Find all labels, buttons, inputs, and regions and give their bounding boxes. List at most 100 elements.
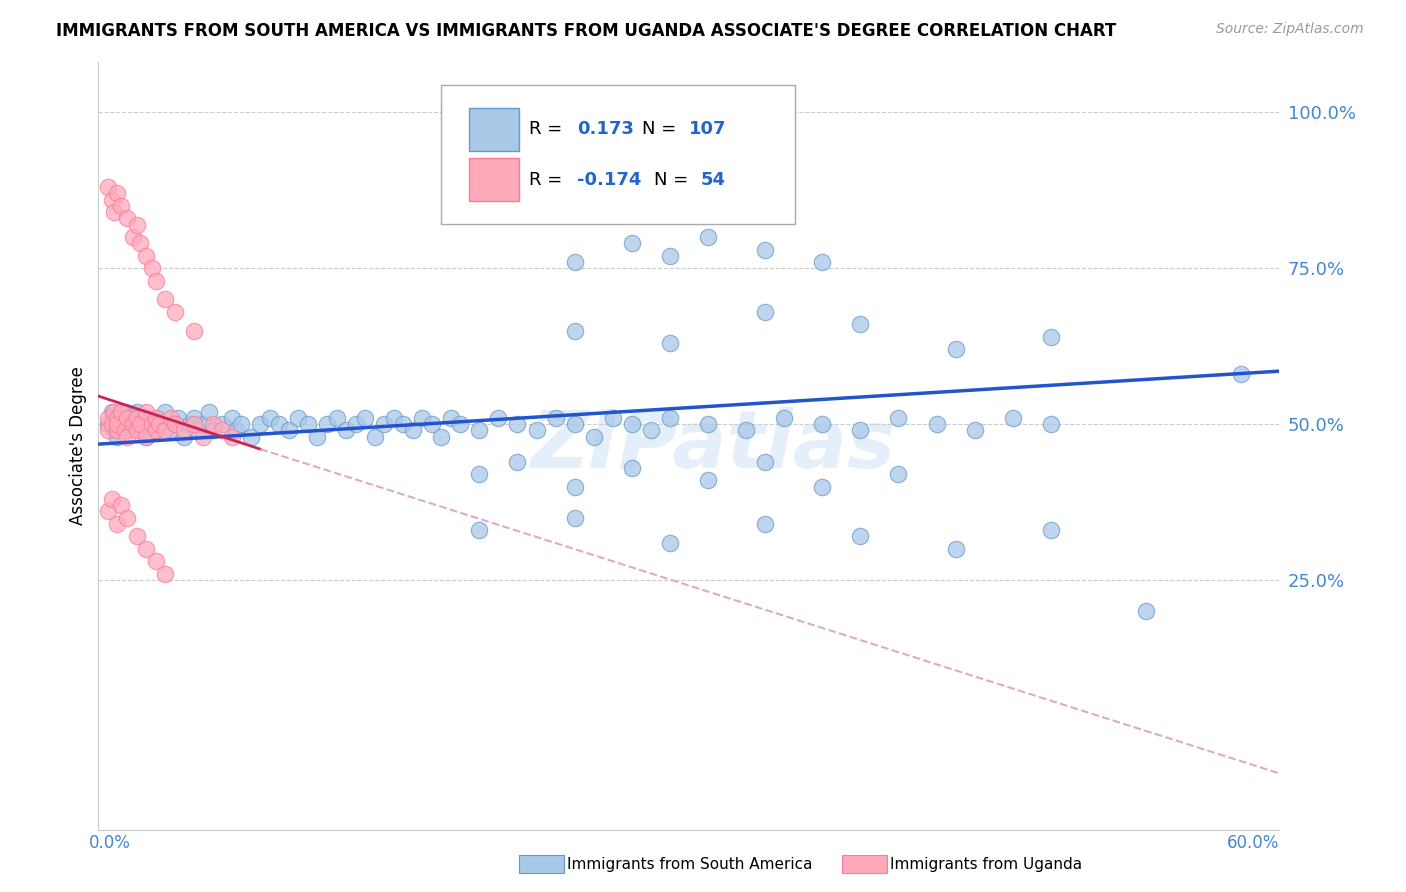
- Point: [1039, 417, 1062, 432]
- Point: [145, 424, 167, 438]
- Point: [145, 424, 167, 438]
- Point: [129, 424, 152, 438]
- Point: [430, 430, 453, 444]
- Point: [887, 411, 910, 425]
- Point: [697, 417, 720, 432]
- Point: [107, 424, 129, 438]
- Point: [811, 255, 834, 269]
- Point: [121, 417, 143, 432]
- Point: [110, 405, 132, 419]
- Point: [125, 529, 148, 543]
- Point: [811, 417, 834, 432]
- Point: [564, 324, 586, 338]
- Point: [402, 424, 425, 438]
- Point: [103, 405, 125, 419]
- Point: [316, 417, 339, 432]
- Point: [97, 180, 120, 194]
- Point: [564, 417, 586, 432]
- Point: [564, 479, 586, 493]
- Point: [183, 324, 205, 338]
- Point: [173, 424, 195, 438]
- FancyBboxPatch shape: [441, 86, 796, 224]
- Point: [620, 460, 643, 475]
- Point: [225, 424, 247, 438]
- Text: 0.0%: 0.0%: [89, 834, 131, 852]
- Point: [153, 566, 176, 581]
- Point: [1001, 411, 1024, 425]
- Point: [173, 430, 195, 444]
- Point: [201, 424, 224, 438]
- Point: [107, 411, 129, 425]
- Point: [103, 205, 125, 219]
- Point: [325, 411, 347, 425]
- Text: 107: 107: [689, 120, 727, 138]
- Point: [145, 411, 167, 425]
- Point: [1039, 330, 1062, 344]
- Point: [115, 430, 138, 444]
- Point: [506, 417, 529, 432]
- Point: [135, 541, 157, 556]
- Point: [811, 479, 834, 493]
- Point: [193, 430, 215, 444]
- Text: 60.0%: 60.0%: [1227, 834, 1279, 852]
- Text: N =: N =: [654, 170, 693, 189]
- Point: [297, 417, 319, 432]
- Point: [115, 211, 138, 226]
- Point: [697, 473, 720, 487]
- Point: [754, 305, 776, 319]
- Point: [344, 417, 367, 432]
- Point: [468, 467, 491, 481]
- Point: [107, 516, 129, 531]
- Point: [97, 411, 120, 425]
- Point: [100, 193, 122, 207]
- Text: -0.174: -0.174: [576, 170, 641, 189]
- Point: [468, 424, 491, 438]
- Point: [141, 261, 163, 276]
- Text: R =: R =: [530, 170, 568, 189]
- Point: [148, 417, 170, 432]
- Point: [307, 430, 329, 444]
- Point: [658, 249, 681, 263]
- Point: [221, 411, 243, 425]
- Point: [115, 417, 138, 432]
- Point: [564, 510, 586, 524]
- Point: [849, 424, 872, 438]
- Point: [129, 417, 152, 432]
- Point: [129, 236, 152, 251]
- Point: [153, 405, 176, 419]
- Text: 54: 54: [700, 170, 725, 189]
- Point: [107, 417, 129, 432]
- Point: [602, 411, 624, 425]
- Text: Source: ZipAtlas.com: Source: ZipAtlas.com: [1216, 22, 1364, 37]
- Point: [114, 405, 136, 419]
- Point: [125, 424, 148, 438]
- Point: [125, 218, 148, 232]
- Text: Immigrants from South America: Immigrants from South America: [567, 857, 813, 871]
- Point: [544, 411, 567, 425]
- Point: [506, 454, 529, 468]
- Point: [658, 535, 681, 549]
- Point: [287, 411, 309, 425]
- Point: [100, 417, 122, 432]
- Point: [141, 417, 163, 432]
- Point: [148, 417, 170, 432]
- Point: [468, 523, 491, 537]
- Point: [773, 411, 796, 425]
- Point: [1230, 368, 1253, 382]
- Point: [526, 424, 548, 438]
- Point: [135, 249, 157, 263]
- Point: [620, 417, 643, 432]
- Point: [354, 411, 377, 425]
- Point: [620, 236, 643, 251]
- Point: [186, 424, 208, 438]
- Point: [163, 417, 186, 432]
- Text: Immigrants from Uganda: Immigrants from Uganda: [890, 857, 1083, 871]
- Point: [239, 430, 262, 444]
- Point: [107, 186, 129, 201]
- Point: [420, 417, 443, 432]
- Point: [135, 430, 157, 444]
- Point: [945, 343, 967, 357]
- FancyBboxPatch shape: [470, 158, 519, 202]
- Point: [449, 417, 471, 432]
- Point: [110, 199, 132, 213]
